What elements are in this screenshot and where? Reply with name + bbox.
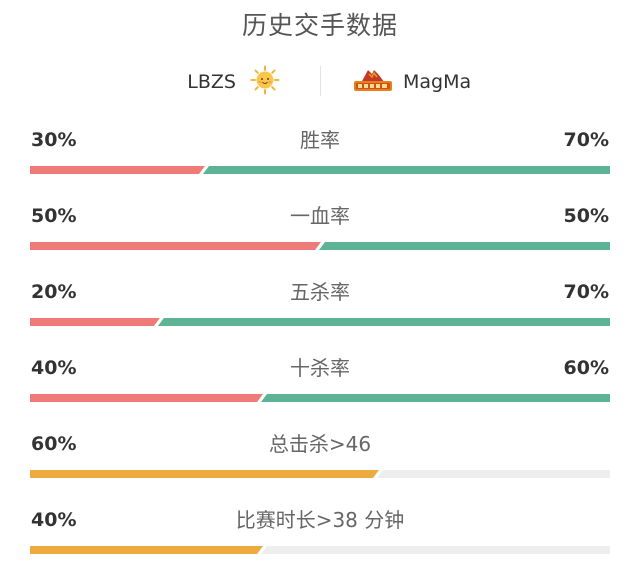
team-left: LBZS <box>187 62 280 102</box>
stat-bar-right-fill <box>203 166 610 174</box>
stat-left-value: 50% <box>31 205 77 227</box>
stat-label: 五杀率 <box>290 280 350 304</box>
magma-volcano-logo-icon <box>353 65 393 100</box>
stat-label: 总击杀>46 <box>268 432 372 456</box>
team-left-name: LBZS <box>187 71 236 93</box>
stat-bar <box>30 394 610 402</box>
stat-bar-svg <box>30 470 610 478</box>
stat-right-value: 50% <box>563 205 609 227</box>
sun-face-icon <box>250 65 280 100</box>
stat-label: 胜率 <box>300 128 340 152</box>
page-title: 历史交手数据 <box>241 11 398 40</box>
stat-row-total-kills: 60% 总击杀>46 <box>0 430 640 490</box>
stat-left-value: 30% <box>31 129 77 151</box>
stat-bar-fill <box>30 546 263 554</box>
stat-right-value: 60% <box>563 357 609 379</box>
stat-bar-fill <box>30 470 379 478</box>
stat-bar-left-fill <box>30 318 160 326</box>
stat-bar-right-fill <box>157 318 610 326</box>
stat-label: 比赛时长>38 分钟 <box>235 508 405 532</box>
stat-bar <box>30 242 610 250</box>
stat-bar-svg <box>30 242 610 250</box>
stat-bar-left-fill <box>30 242 321 250</box>
stat-left-value: 20% <box>31 281 77 303</box>
team-right-name: MagMa <box>403 71 472 93</box>
stat-row-win-rate: 30% 胜率 70% <box>0 126 640 186</box>
stat-left-value: 60% <box>31 433 77 455</box>
stat-bar-left-fill <box>30 394 263 402</box>
stat-label: 一血率 <box>290 204 350 228</box>
stat-bar-right-fill <box>319 242 610 250</box>
stat-bar-svg <box>30 166 610 174</box>
stat-bar-track <box>261 546 610 554</box>
stat-label: 十杀率 <box>290 356 350 380</box>
stat-bar-track <box>377 470 610 478</box>
stat-row-game-duration: 40% 比赛时长>38 分钟 <box>0 506 640 566</box>
stat-bar <box>30 318 610 326</box>
stat-right-value: 70% <box>563 281 609 303</box>
stat-bar <box>30 546 610 554</box>
stat-bar-right-fill <box>261 394 610 402</box>
stat-bar <box>30 470 610 478</box>
teams-header: LBZS <box>0 62 640 102</box>
team-right: MagMa <box>353 62 471 102</box>
stat-row-ten-kill-rate: 40% 十杀率 60% <box>0 354 640 414</box>
teams-divider <box>320 66 321 96</box>
stat-left-value: 40% <box>31 357 77 379</box>
stat-row-first-blood-rate: 50% 一血率 50% <box>0 202 640 262</box>
stat-bar-svg <box>30 394 610 402</box>
stat-bar <box>30 166 610 174</box>
stat-left-value: 40% <box>31 509 77 531</box>
stat-right-value: 70% <box>563 129 609 151</box>
stat-bar-left-fill <box>30 166 205 174</box>
stat-row-five-kill-rate: 20% 五杀率 70% <box>0 278 640 338</box>
stat-bar-svg <box>30 546 610 554</box>
stat-bar-svg <box>30 318 610 326</box>
